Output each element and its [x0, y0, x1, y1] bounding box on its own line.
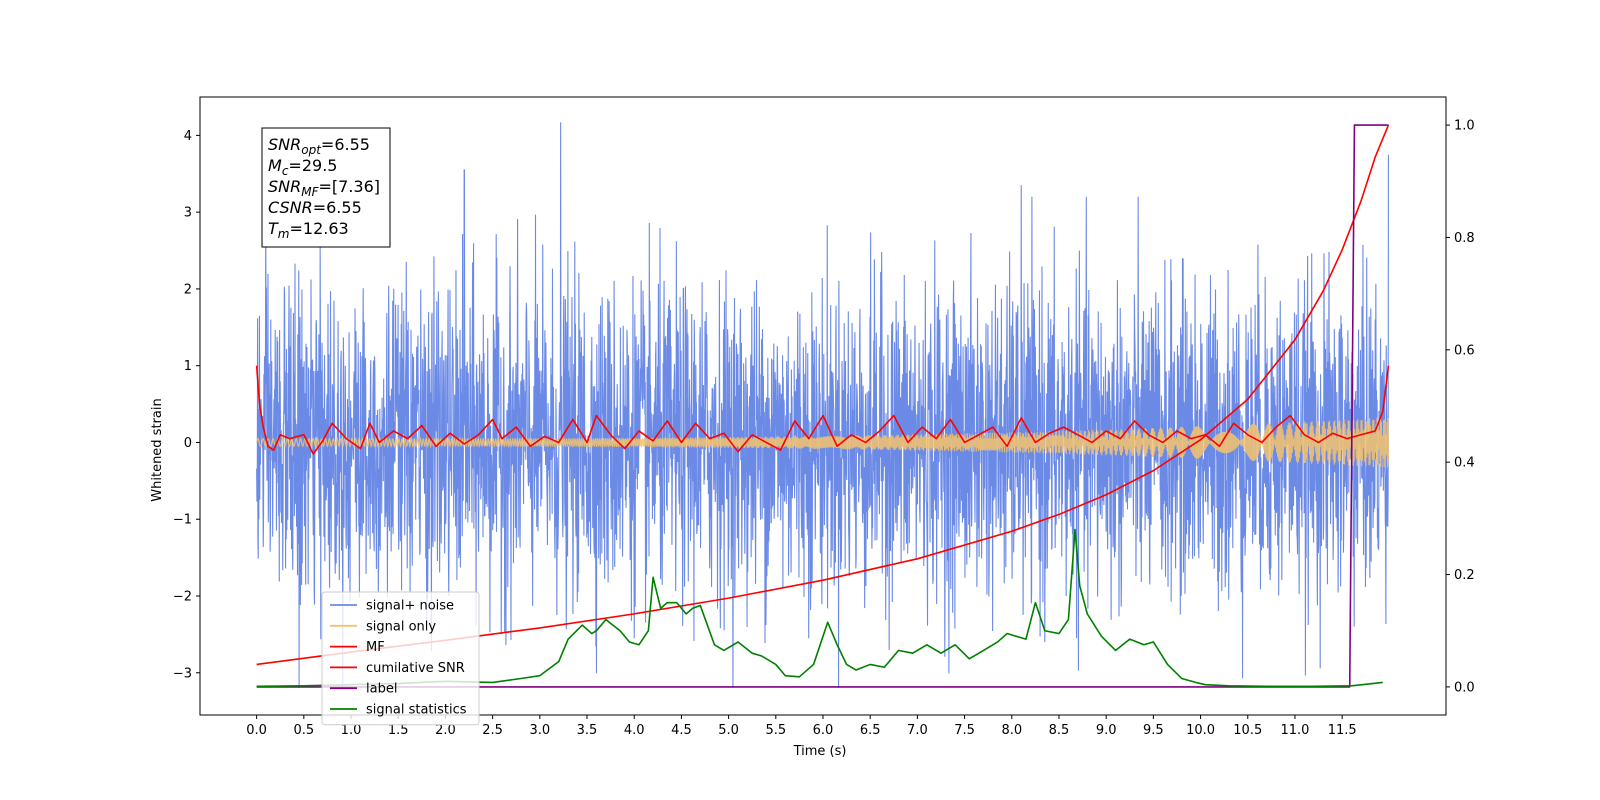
legend-label-label: label	[366, 682, 397, 697]
series-signal-only	[256, 417, 1390, 468]
y2-tick-label: 0.6	[1454, 343, 1475, 358]
x-tick-label: 11.5	[1328, 723, 1357, 738]
y-tick-label: 3	[184, 206, 192, 221]
annotation-frame	[261, 127, 391, 248]
y-tick-label: −3	[173, 666, 192, 681]
x-tick-label: 0.5	[293, 723, 314, 738]
y2-tick-label: 0.4	[1454, 456, 1475, 471]
x-tick-label: 11.0	[1280, 723, 1309, 738]
legend-label-signal-statistics: signal statistics	[366, 703, 467, 718]
series-label	[256, 124, 1389, 688]
y-tick-label: 2	[184, 282, 192, 297]
x-tick-label: 3.0	[529, 723, 550, 738]
series-cumilative-snr	[256, 124, 1390, 666]
x-tick-label: 2.0	[435, 723, 456, 738]
x-tick-label: 0.0	[246, 723, 267, 738]
axes: 0.0 0.5 1.0 1.5 2.0 2.5 3.0 3.5 4.0 4.5 5.0 5.5 6.0 6…	[173, 119, 1475, 738]
legend-frame	[321, 591, 480, 726]
annotation-line: Tm=12.63	[268, 219, 349, 241]
annotation-line: SNRMF=[7.36]	[268, 177, 380, 199]
x-tick-label: 7.5	[954, 723, 975, 738]
annotation-line: Mc=29.5	[268, 156, 337, 178]
x-tick-label: 9.5	[1143, 723, 1164, 738]
x-tick-label: 9.0	[1096, 723, 1117, 738]
x-tick-label: 3.5	[577, 723, 598, 738]
y2-tick-label: 0.0	[1454, 680, 1475, 695]
y-tick-label: 1	[184, 359, 192, 374]
legend: signal+ noise signal only MF cumilative SNR…	[321, 591, 480, 726]
x-tick-label: 6.5	[860, 723, 881, 738]
x-tick-label: 5.0	[718, 723, 739, 738]
x-tick-label: 4.5	[671, 723, 692, 738]
x-tick-label: 4.0	[624, 723, 645, 738]
series-mf	[255, 365, 1390, 455]
legend-label-signal-only: signal only	[366, 619, 436, 634]
x-tick-label: 7.0	[907, 723, 928, 738]
legend-label-cumilative-snr: cumilative SNR	[366, 661, 465, 676]
x-tick-label: 10.0	[1186, 723, 1215, 738]
x-tick-label: 10.5	[1233, 723, 1262, 738]
annotation-line: CSNR=6.55	[268, 198, 362, 217]
x-tick-label: 2.5	[482, 723, 503, 738]
legend-label-signal-noise: signal+ noise	[366, 599, 454, 614]
legend-label-mf: MF	[366, 640, 385, 655]
x-tick-label: 8.5	[1049, 723, 1070, 738]
x-tick-label: 6.0	[813, 723, 834, 738]
x-tick-label: 1.0	[341, 723, 362, 738]
series-signal-statistics	[256, 528, 1383, 688]
annotation-line: SNRopt=6.55	[268, 135, 370, 157]
x-tick-label: 8.0	[1001, 723, 1022, 738]
x-tick-label: 5.5	[765, 723, 786, 738]
y-tick-label: 0	[184, 436, 192, 451]
y-axis-label: Whitened strain	[150, 398, 165, 501]
plot-area	[255, 122, 1390, 689]
x-axis-label: Time (s)	[793, 744, 847, 759]
y-tick-label: −2	[173, 590, 192, 605]
y-tick-label: −1	[173, 513, 192, 528]
y2-tick-label: 1.0	[1454, 119, 1475, 134]
y-tick-label: 4	[184, 129, 192, 144]
y2-tick-label: 0.8	[1454, 231, 1475, 246]
y2-tick-label: 0.2	[1454, 568, 1475, 583]
x-tick-label: 1.5	[388, 723, 409, 738]
